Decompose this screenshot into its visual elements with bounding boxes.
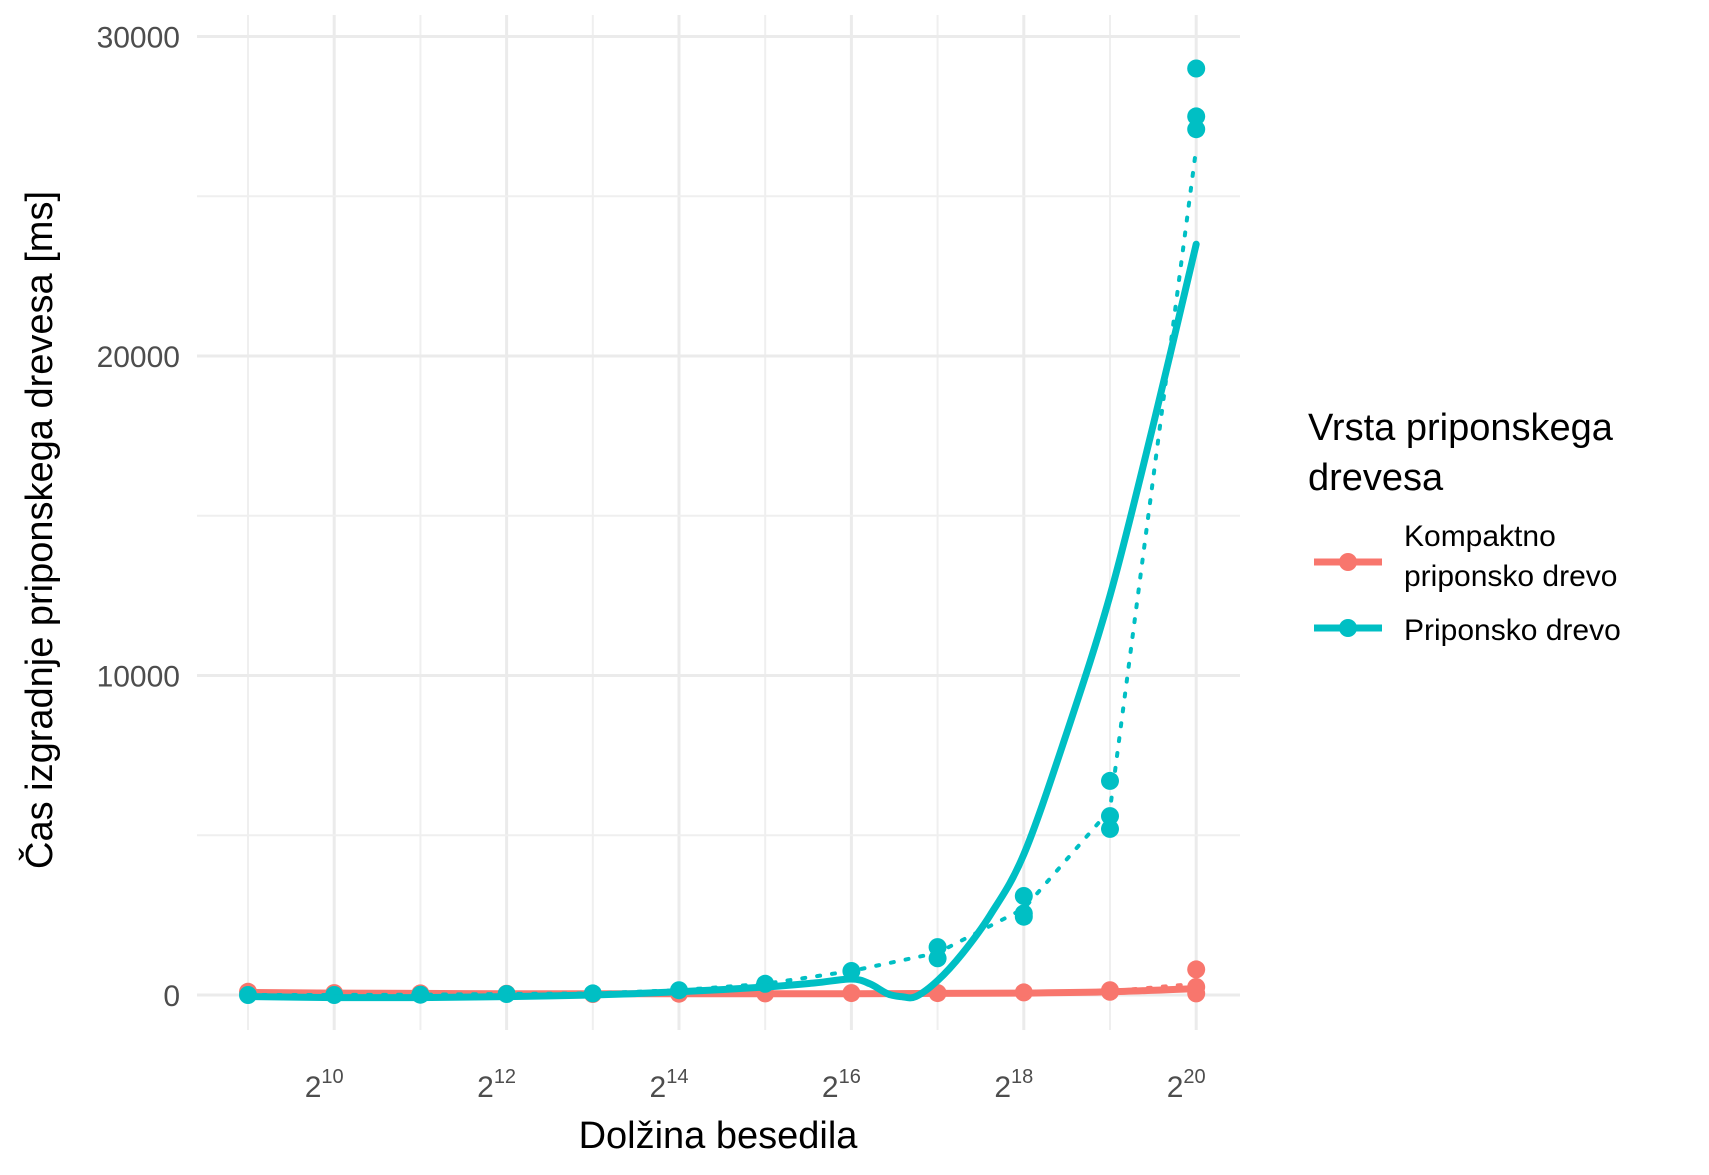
- x-tick-base: 2: [994, 1071, 1011, 1104]
- data-point: [1014, 887, 1033, 905]
- x-tick-exponent: 12: [494, 1066, 516, 1088]
- series-dotted-line: [246, 146, 1199, 997]
- series-smooth-line: [244, 240, 1200, 1002]
- legend-label-priponsko: Priponsko drevo: [1404, 614, 1621, 647]
- x-tick-label: 218: [994, 1066, 1033, 1104]
- y-tick-label: 0: [163, 980, 180, 1013]
- x-tick-label: 214: [650, 1066, 689, 1104]
- legend-title-line-1: Vrsta priponskega: [1308, 407, 1614, 449]
- x-tick-exponent: 14: [666, 1066, 688, 1088]
- grid: [197, 15, 1240, 1030]
- data-point: [1101, 771, 1119, 790]
- x-axis-title: Dolžina besedila: [579, 1115, 859, 1157]
- y-tick-label: 30000: [97, 22, 180, 55]
- data-point: [1101, 807, 1119, 826]
- x-tick-base: 2: [822, 1071, 839, 1104]
- legend-key-point: [1339, 619, 1357, 637]
- x-tick-label: 210: [305, 1066, 344, 1104]
- legend-keys: [1314, 553, 1382, 637]
- x-tick-exponent: 10: [321, 1066, 343, 1088]
- data-point: [1014, 904, 1033, 923]
- y-axis-ticks: 0 10000 20000 30000: [97, 22, 180, 1014]
- x-tick-base: 2: [1167, 1071, 1184, 1104]
- legend: Vrsta priponskega drevesa Kompaktno prip…: [1308, 407, 1621, 647]
- legend-title-line-2: drevesa: [1308, 457, 1444, 499]
- data-point: [928, 938, 947, 957]
- data-point: [1187, 107, 1206, 126]
- x-tick-label: 216: [822, 1066, 861, 1104]
- series-layer: [239, 59, 1206, 1004]
- x-tick-label: 220: [1167, 1066, 1206, 1104]
- x-tick-base: 2: [650, 1071, 667, 1104]
- series-1: [239, 59, 1206, 1004]
- y-tick-label: 20000: [97, 341, 180, 374]
- y-axis-title: Čas izgradnje priponskega drevesa [ms]: [17, 191, 61, 869]
- x-tick-base: 2: [477, 1071, 494, 1104]
- x-tick-label: 212: [477, 1066, 516, 1104]
- data-point: [1187, 960, 1206, 979]
- x-axis-ticks: 210 212 214 216 218 220: [305, 1066, 1206, 1104]
- x-tick-base: 2: [305, 1071, 322, 1104]
- data-point: [1187, 59, 1206, 78]
- x-tick-exponent: 16: [839, 1066, 861, 1088]
- legend-key-point: [1339, 553, 1357, 571]
- x-tick-exponent: 20: [1183, 1066, 1205, 1088]
- data-point: [842, 962, 861, 980]
- data-point: [1101, 819, 1119, 838]
- data-point: [1187, 120, 1206, 139]
- legend-label-kompaktno-line-1: Kompaktno: [1404, 520, 1556, 553]
- x-tick-exponent: 18: [1011, 1066, 1033, 1088]
- legend-label-kompaktno-line-2: priponsko drevo: [1404, 560, 1617, 593]
- y-tick-label: 10000: [97, 661, 180, 694]
